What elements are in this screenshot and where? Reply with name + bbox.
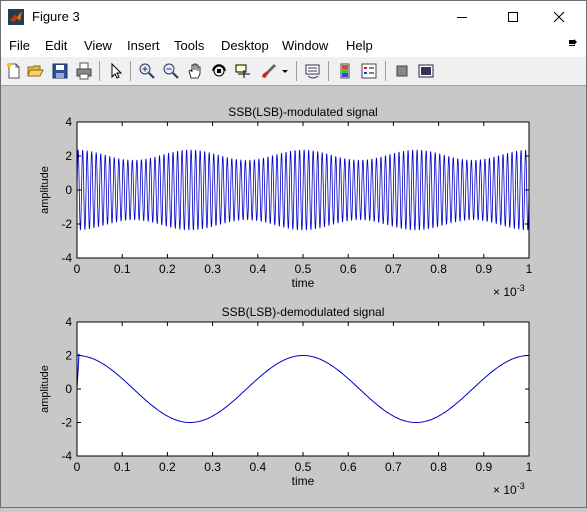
- matlab-logo-icon: [8, 9, 24, 25]
- menu-help[interactable]: Help: [346, 38, 373, 53]
- axes-modulated[interactable]: SSB(LSB)-modulated signal amplitude time…: [39, 105, 533, 299]
- toolbar-separator: [130, 61, 131, 81]
- x-tick-label: 1: [526, 460, 533, 474]
- toolbar-separator: [328, 61, 329, 81]
- y-tick-label: -2: [61, 217, 72, 231]
- y-tick-label: 2: [65, 349, 72, 363]
- maximize-button[interactable]: [490, 1, 536, 33]
- save-icon[interactable]: [51, 62, 69, 80]
- plot-title: SSB(LSB)-modulated signal: [228, 105, 377, 119]
- menu-tools[interactable]: Tools: [174, 38, 205, 53]
- x-tick-label: 0.1: [114, 460, 131, 474]
- x-tick-label: 0.2: [159, 460, 176, 474]
- menu-window[interactable]: Window: [282, 38, 329, 53]
- x-tick-label: 0.3: [204, 460, 221, 474]
- menu-desktop[interactable]: Desktop: [221, 38, 269, 53]
- y-tick-label: 4: [65, 115, 72, 129]
- menu-file[interactable]: File: [9, 38, 30, 53]
- brush-dropdown-icon[interactable]: [281, 62, 289, 80]
- x-tick-label: 0: [74, 262, 81, 276]
- menu-edit[interactable]: Edit: [45, 38, 68, 53]
- brush-icon[interactable]: [260, 62, 278, 80]
- print-icon[interactable]: [75, 62, 93, 80]
- y-tick-label: 4: [65, 315, 72, 329]
- title-bar[interactable]: Figure 3: [1, 1, 586, 33]
- minimize-button[interactable]: [439, 1, 485, 33]
- dock-figure-icon[interactable]: [568, 38, 578, 48]
- maximize-icon: [508, 12, 518, 22]
- x-tick-label: 0.1: [114, 262, 131, 276]
- data-cursor-icon[interactable]: [234, 62, 252, 80]
- x-tick-label: 0.3: [204, 262, 221, 276]
- x-axis-exponent: × 10-3: [493, 283, 525, 299]
- y-tick-label: -4: [61, 251, 72, 265]
- x-tick-label: 0.6: [340, 262, 357, 276]
- data-line: [76, 149, 530, 231]
- toolbar-separator: [296, 61, 297, 81]
- hide-plot-tools-icon[interactable]: [393, 62, 411, 80]
- data-line: [76, 353, 530, 424]
- menu-view[interactable]: View: [84, 38, 112, 53]
- y-axis-label: amplitude: [39, 365, 51, 413]
- new-figure-icon[interactable]: [5, 62, 23, 80]
- figure-canvas: SSB(LSB)-modulated signal amplitude time…: [1, 86, 586, 507]
- rotate-3d-icon[interactable]: [210, 62, 228, 80]
- x-tick-label: 0.2: [159, 262, 176, 276]
- toolbar-separator: [99, 61, 100, 81]
- open-file-icon[interactable]: [27, 62, 45, 80]
- edit-plot-arrow-icon[interactable]: [107, 62, 125, 80]
- y-tick-label: 0: [65, 382, 72, 396]
- y-tick-label: -4: [61, 449, 72, 463]
- menu-bar: File Edit View Insert Tools Desktop Wind…: [1, 33, 586, 57]
- x-axis-label: time: [292, 276, 315, 290]
- close-icon: [553, 11, 565, 23]
- x-tick-label: 0.9: [475, 262, 492, 276]
- plot-canvas: SSB(LSB)-modulated signal amplitude time…: [39, 105, 533, 497]
- x-tick-label: 0.9: [475, 460, 492, 474]
- x-tick-label: 0.7: [385, 262, 402, 276]
- x-tick-label: 0.5: [295, 460, 312, 474]
- axes-demodulated[interactable]: SSB(LSB)-demodulated signal amplitude ti…: [39, 305, 533, 497]
- x-axis-exponent: × 10-3: [493, 481, 525, 497]
- zoom-in-icon[interactable]: [138, 62, 156, 80]
- x-tick-label: 0.4: [249, 262, 266, 276]
- y-axis-label: amplitude: [39, 166, 51, 214]
- x-tick-label: 1: [526, 262, 533, 276]
- x-tick-label: 0.6: [340, 460, 357, 474]
- pan-hand-icon[interactable]: [186, 62, 204, 80]
- window-title: Figure 3: [32, 9, 80, 24]
- x-tick-label: 0.8: [430, 460, 447, 474]
- link-plot-icon[interactable]: [304, 62, 322, 80]
- x-tick-label: 0.4: [249, 460, 266, 474]
- x-tick-label: 0.8: [430, 262, 447, 276]
- insert-colorbar-icon[interactable]: [336, 62, 354, 80]
- x-tick-label: 0.7: [385, 460, 402, 474]
- show-plot-tools-icon[interactable]: [417, 62, 435, 80]
- y-tick-label: -2: [61, 416, 72, 430]
- x-tick-label: 0: [74, 460, 81, 474]
- menu-insert[interactable]: Insert: [127, 38, 160, 53]
- y-tick-label: 2: [65, 149, 72, 163]
- zoom-out-icon[interactable]: [162, 62, 180, 80]
- x-axis-label: time: [292, 474, 315, 488]
- minimize-icon: [457, 17, 467, 18]
- plot-title: SSB(LSB)-demodulated signal: [222, 305, 385, 319]
- y-tick-label: 0: [65, 183, 72, 197]
- figure-toolbar: [1, 57, 586, 86]
- x-tick-label: 0.5: [295, 262, 312, 276]
- close-button[interactable]: [536, 1, 582, 33]
- axes-background: [77, 322, 529, 456]
- insert-legend-icon[interactable]: [360, 62, 378, 80]
- toolbar-separator: [385, 61, 386, 81]
